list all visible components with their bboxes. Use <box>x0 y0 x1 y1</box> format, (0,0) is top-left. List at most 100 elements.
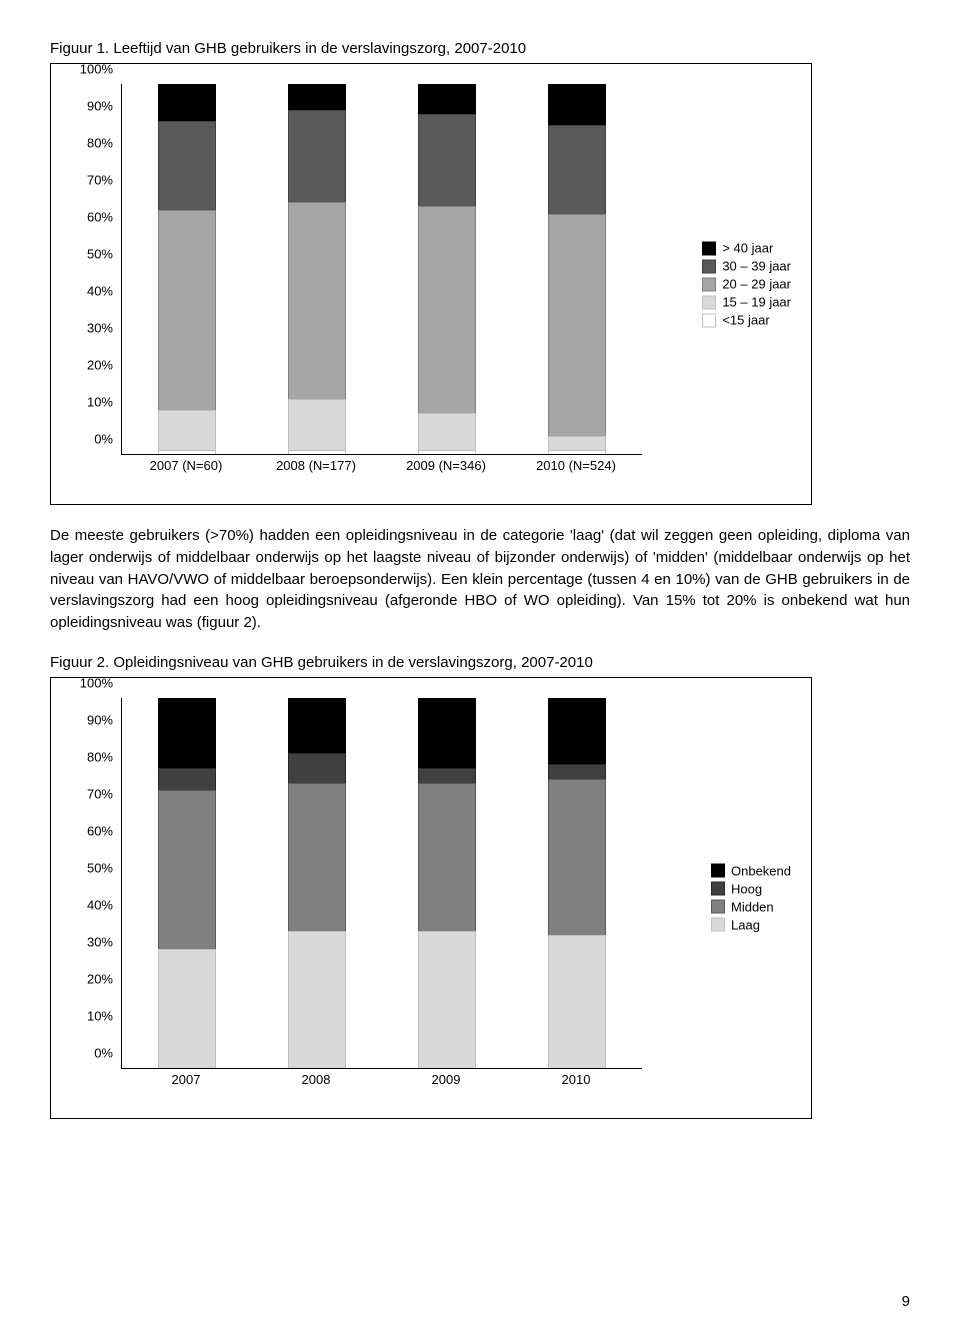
legend-swatch <box>702 277 716 291</box>
y-tick-label: 0% <box>94 1045 113 1060</box>
x-tick-label: 2009 (N=346) <box>381 458 511 473</box>
bar-segment <box>158 410 215 451</box>
bar-segment <box>548 935 605 1068</box>
legend-swatch <box>711 918 725 932</box>
x-tick-label: 2010 <box>511 1072 641 1087</box>
y-tick-label: 50% <box>87 247 113 262</box>
figure-2-title: Figuur 2. Opleidingsniveau van GHB gebru… <box>50 654 910 671</box>
bar <box>548 698 605 1068</box>
bar-segment <box>418 783 475 931</box>
x-tick-label: 2008 <box>251 1072 381 1087</box>
bar-segment <box>158 768 215 790</box>
y-tick-label: 40% <box>87 897 113 912</box>
bar-segment <box>418 768 475 783</box>
legend-item: Laag <box>711 917 791 932</box>
legend-item: 30 – 39 jaar <box>702 259 791 274</box>
bar-segment <box>158 450 215 454</box>
figure-2-chart: 0%10%20%30%40%50%60%70%80%90%100%2007200… <box>50 677 812 1119</box>
legend-label: Midden <box>731 899 774 914</box>
bar-segment <box>288 110 345 203</box>
legend-label: <15 jaar <box>722 313 769 328</box>
bar-segment <box>158 121 215 210</box>
legend-swatch <box>711 900 725 914</box>
figure-1-chart: 0% 10% 20% 30% 40% 50% 60% 70% 80% 90% 100% 2007 (N… <box>50 63 812 505</box>
y-tick-label: 20% <box>87 971 113 986</box>
bar <box>548 84 605 454</box>
figure-1-title: Figuur 1. Leeftijd van GHB gebruikers in… <box>50 40 910 57</box>
bar-segment <box>418 114 475 207</box>
bar-segment <box>288 698 345 754</box>
bar-segment <box>288 753 345 783</box>
legend-item: Hoog <box>711 881 791 896</box>
y-tick-label: 80% <box>87 749 113 764</box>
legend-label: > 40 jaar <box>722 241 773 256</box>
y-tick-label: 70% <box>87 786 113 801</box>
body-paragraph: De meeste gebruikers (>70%) hadden een o… <box>50 525 910 634</box>
y-tick-label: 100% <box>80 675 113 690</box>
bar-segment <box>418 450 475 454</box>
legend-item: 15 – 19 jaar <box>702 295 791 310</box>
bar <box>158 698 215 1068</box>
x-tick-label: 2008 (N=177) <box>251 458 381 473</box>
legend-item: 20 – 29 jaar <box>702 277 791 292</box>
bar <box>158 84 215 454</box>
bar-segment <box>158 790 215 949</box>
bar-segment <box>288 931 345 1068</box>
y-tick-label: 20% <box>87 358 113 373</box>
bar <box>288 84 345 454</box>
bar-segment <box>158 949 215 1067</box>
bar-segment <box>288 450 345 454</box>
bar <box>418 84 475 454</box>
x-tick-label: 2007 <box>121 1072 251 1087</box>
bar-segment <box>158 84 215 121</box>
y-tick-label: 60% <box>87 823 113 838</box>
bar-segment <box>548 125 605 214</box>
bar-segment <box>548 764 605 779</box>
y-tick-label: 90% <box>87 712 113 727</box>
y-tick-label: 10% <box>87 1008 113 1023</box>
page-number: 9 <box>902 1293 910 1310</box>
bar <box>418 698 475 1068</box>
legend-label: Onbekend <box>731 863 791 878</box>
y-tick-label: 80% <box>87 136 113 151</box>
legend-swatch <box>711 882 725 896</box>
legend-item: > 40 jaar <box>702 241 791 256</box>
bar-segment <box>158 698 215 768</box>
y-tick-label: 90% <box>87 99 113 114</box>
y-tick-label: 30% <box>87 321 113 336</box>
y-tick-label: 10% <box>87 395 113 410</box>
legend-label: Laag <box>731 917 760 932</box>
bar-segment <box>288 202 345 398</box>
y-tick-label: 30% <box>87 934 113 949</box>
legend-label: 20 – 29 jaar <box>722 277 791 292</box>
x-tick-label: 2007 (N=60) <box>121 458 251 473</box>
legend-item: Onbekend <box>711 863 791 878</box>
bar-segment <box>418 206 475 413</box>
bar-segment <box>548 450 605 454</box>
y-tick-label: 70% <box>87 173 113 188</box>
legend-swatch <box>702 313 716 327</box>
bar-segment <box>158 210 215 410</box>
y-tick-label: 0% <box>94 432 113 447</box>
legend: > 40 jaar 30 – 39 jaar 20 – 29 jaar 15 – 19… <box>702 238 791 331</box>
legend-swatch <box>711 864 725 878</box>
bar-segment <box>418 698 475 768</box>
bar-segment <box>288 399 345 451</box>
y-tick-label: 60% <box>87 210 113 225</box>
y-tick-label: 40% <box>87 284 113 299</box>
bar-segment <box>418 84 475 114</box>
legend: Onbekend Hoog Midden Laag <box>711 860 791 935</box>
legend-item: <15 jaar <box>702 313 791 328</box>
legend-swatch <box>702 259 716 273</box>
bar-segment <box>548 779 605 934</box>
bar-segment <box>548 84 605 125</box>
bar-segment <box>418 931 475 1068</box>
bar-segment <box>548 698 605 765</box>
bar <box>288 698 345 1068</box>
bar-segment <box>288 84 345 110</box>
x-tick-label: 2009 <box>381 1072 511 1087</box>
y-tick-label: 100% <box>80 62 113 77</box>
legend-swatch <box>702 241 716 255</box>
bar-segment <box>418 413 475 450</box>
legend-item: Midden <box>711 899 791 914</box>
